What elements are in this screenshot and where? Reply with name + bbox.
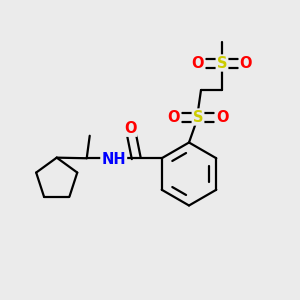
Text: O: O	[240, 56, 252, 70]
Text: O: O	[168, 110, 180, 124]
Text: O: O	[216, 110, 228, 124]
Text: NH: NH	[101, 152, 126, 167]
Text: O: O	[124, 121, 136, 136]
Text: S: S	[193, 110, 203, 124]
Text: O: O	[192, 56, 204, 70]
Text: S: S	[217, 56, 227, 70]
